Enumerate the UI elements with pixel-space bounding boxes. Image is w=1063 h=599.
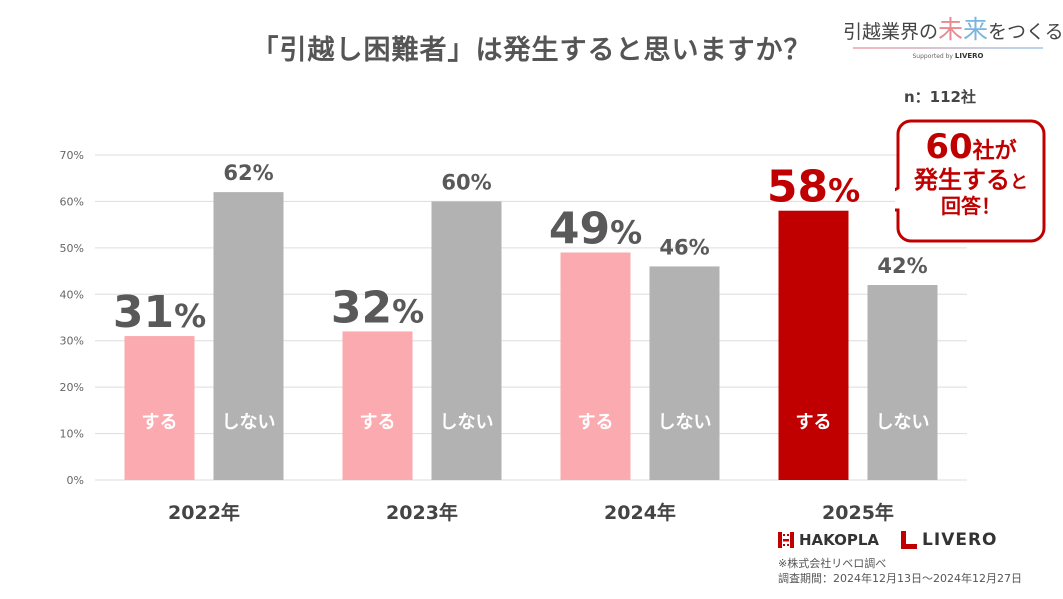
- bar: [560, 252, 631, 480]
- y-tick-label: 20%: [60, 381, 84, 394]
- callout-bubble-shape: [853, 119, 1046, 243]
- bar: [649, 266, 720, 480]
- bar-inner-label: しない: [440, 412, 494, 433]
- callout-bubble: 60社が 発生すると 回答！: [853, 118, 1047, 246]
- bar: [342, 331, 413, 480]
- callout-line3: 回答！: [941, 193, 1001, 218]
- y-tick-label: 50%: [60, 242, 84, 255]
- livero-logo: LIVERO: [901, 530, 997, 550]
- chart-title: 「引越し困難者」は発生すると思いますか？: [251, 35, 812, 66]
- brand-text-post: をつくる会: [988, 21, 1063, 43]
- brand-underline: [853, 47, 1043, 49]
- brand-logo: 引越業界の未来をつくる会 Supported by LIVERO: [843, 10, 1063, 60]
- bar: [213, 192, 284, 480]
- brand-supported-by: Supported by: [912, 53, 953, 60]
- callout-line2: 発生する: [914, 166, 1010, 195]
- x-category-label: 2025年: [822, 501, 894, 524]
- bar-inner-label: しない: [876, 412, 930, 433]
- x-category-label: 2023年: [386, 501, 458, 524]
- y-tick-label: 70%: [60, 149, 84, 162]
- livero-mark-icon: [901, 531, 918, 549]
- bar-inner-label: する: [142, 412, 178, 433]
- bar-inner-label: する: [578, 412, 614, 433]
- bar: [867, 285, 938, 480]
- y-tick-label: 30%: [60, 335, 84, 348]
- callout-line2-small: と: [1010, 172, 1028, 194]
- y-tick-label: 40%: [60, 288, 84, 301]
- bar-inner-label: する: [796, 412, 832, 433]
- y-tick-label: 0%: [67, 474, 84, 487]
- y-tick-label: 10%: [60, 428, 84, 441]
- value-label: 58%: [767, 162, 860, 213]
- callout-count: 60: [925, 127, 973, 167]
- y-tick-label: 60%: [60, 195, 84, 208]
- value-label: 46%: [659, 235, 709, 259]
- x-category-label: 2024年: [604, 501, 676, 524]
- company-logos: HAKOPLA LIVERO: [778, 530, 998, 550]
- footnotes: ※株式会社リベロ調べ 調査期間：2024年12月13日～2024年12月27日: [778, 557, 1022, 587]
- callout-count-unit: 社が: [972, 139, 1017, 164]
- value-label: 31%: [113, 287, 206, 338]
- brand-text-mi: 未: [938, 15, 964, 44]
- bar-inner-label: しない: [222, 412, 276, 433]
- livero-logo-text: LIVERO: [922, 530, 998, 550]
- hakopla-logo-text: HAKOPLA: [799, 531, 880, 549]
- value-label: 60%: [441, 170, 491, 194]
- bar: [124, 336, 195, 480]
- brand-text-pre: 引越業界の: [843, 21, 939, 43]
- bar-inner-label: する: [360, 412, 396, 433]
- brand-text-rai: 来: [963, 15, 989, 44]
- source-note: ※株式会社リベロ調べ: [778, 557, 887, 570]
- bar-inner-label: しない: [658, 412, 712, 433]
- bar: [778, 210, 849, 480]
- value-label: 32%: [331, 282, 424, 333]
- hakopla-mark-icon: [778, 532, 794, 548]
- value-label: 49%: [549, 204, 642, 255]
- brand-supported-name: LIVERO: [954, 52, 984, 60]
- x-category-label: 2022年: [168, 501, 240, 524]
- sample-size-label: n：112社: [904, 88, 976, 106]
- hakopla-logo: HAKOPLA: [778, 531, 879, 549]
- survey-period-note: 調査期間：2024年12月13日～2024年12月27日: [778, 571, 1022, 585]
- value-label: 62%: [223, 161, 273, 185]
- value-label: 42%: [877, 254, 927, 278]
- bar: [431, 201, 502, 480]
